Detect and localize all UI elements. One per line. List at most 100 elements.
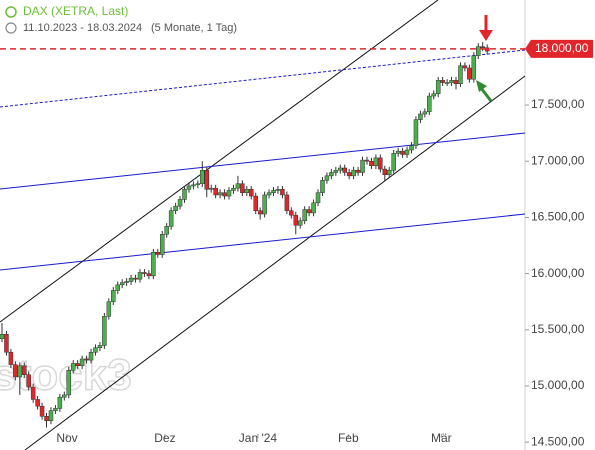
candle-body: [284, 194, 290, 211]
candle-body: [111, 290, 116, 302]
candle-body: [168, 210, 174, 227]
candle-body: [364, 159, 370, 162]
candle-body: [142, 272, 147, 274]
candle-body: [97, 345, 103, 349]
candle-body: [235, 183, 241, 189]
candle-body: [338, 167, 343, 171]
candle-body: [480, 46, 485, 49]
candle-body: [360, 159, 365, 173]
candle-body: [240, 183, 245, 193]
candle-body: [382, 168, 388, 175]
candle-body: [351, 169, 356, 177]
candle-body: [275, 189, 281, 191]
candle-body: [191, 184, 196, 187]
candle-body: [422, 111, 428, 115]
candle-body: [418, 113, 423, 120]
candle-body: [378, 157, 383, 170]
candle-body: [146, 273, 152, 277]
period: (5 Monate, 1 Tag): [151, 22, 237, 34]
candle-body: [66, 369, 72, 396]
candle-body: [124, 281, 129, 283]
candle-body: [115, 284, 120, 291]
trend-line: [0, 132, 526, 190]
candle-body: [280, 189, 285, 196]
trend-line-dashed: [0, 49, 526, 108]
candle-body: [342, 167, 347, 173]
x-tick-label: Mär: [431, 431, 452, 445]
candle-body: [102, 316, 107, 346]
candle-body: [48, 410, 54, 422]
candle-body: [222, 192, 227, 197]
period-icon[interactable]: [5, 22, 17, 34]
candle-body: [79, 358, 85, 366]
candle-body: [62, 394, 67, 398]
candle-body: [137, 272, 143, 280]
price-label: 18.000,00: [535, 41, 589, 55]
series-toggle[interactable]: [5, 6, 17, 18]
x-tick-label: Dez: [154, 431, 175, 445]
candle-body: [84, 358, 89, 361]
candle-body: [155, 251, 161, 255]
candle-body: [271, 190, 276, 193]
date-range: 11.10.2023 - 18.03.2024: [23, 22, 142, 34]
candle-body: [204, 169, 210, 190]
candle-body: [249, 189, 254, 197]
candle-body: [217, 192, 223, 196]
candle-body: [200, 169, 205, 184]
candle-body: [289, 210, 294, 216]
candle-body: [471, 55, 477, 80]
candle-body: [311, 202, 316, 214]
candle-body: [355, 169, 361, 173]
candle-body: [151, 251, 156, 277]
y-tick-label: 17.000,00: [531, 153, 585, 167]
candle-body: [440, 80, 445, 83]
y-tick-label: 14.500,00: [531, 434, 585, 448]
candle-body: [346, 172, 352, 177]
channel-lower: [24, 75, 526, 450]
candle-body: [306, 209, 312, 214]
candle-body: [26, 374, 31, 388]
channel-upper: [0, 0, 439, 323]
candle-body: [449, 80, 454, 83]
candle-body: [119, 282, 125, 286]
trend-line: [0, 213, 526, 271]
candle-body: [75, 363, 80, 366]
y-tick-label: 16.500,00: [531, 210, 585, 224]
candle-body: [244, 189, 250, 193]
candle-body: [182, 189, 187, 200]
candle-body: [13, 364, 18, 378]
candle-body: [329, 172, 334, 177]
candle-body: [404, 149, 410, 155]
candle-body: [0, 334, 5, 340]
candle-body: [231, 187, 236, 191]
chart-title: DAX (XETRA, Last): [23, 4, 128, 18]
candle-body: [22, 365, 27, 375]
x-tick-label: Jan '24: [239, 431, 278, 445]
candle-body: [409, 145, 414, 151]
candle-body: [35, 399, 40, 407]
x-tick-label: Feb: [338, 431, 359, 445]
candle-body: [39, 405, 45, 417]
candle-body: [128, 277, 134, 282]
candle-body: [159, 234, 165, 255]
candle-body: [195, 183, 201, 186]
y-tick-label: 16.000,00: [531, 266, 585, 280]
candle-body: [373, 157, 379, 166]
candle-body: [208, 187, 214, 190]
candle-body: [133, 277, 138, 280]
candle-body: [262, 194, 267, 215]
candle-body: [435, 80, 441, 95]
candle-body: [226, 190, 232, 197]
candle-body: [391, 153, 396, 171]
candle-body: [413, 119, 419, 146]
candle-body: [297, 220, 303, 226]
candle-body: [44, 416, 49, 422]
candle-body: [164, 226, 169, 235]
arrow-down: [479, 15, 493, 41]
candle-body: [213, 187, 218, 196]
candle-body: [333, 169, 339, 173]
candle-body: [17, 365, 23, 378]
candle-body: [395, 150, 401, 154]
